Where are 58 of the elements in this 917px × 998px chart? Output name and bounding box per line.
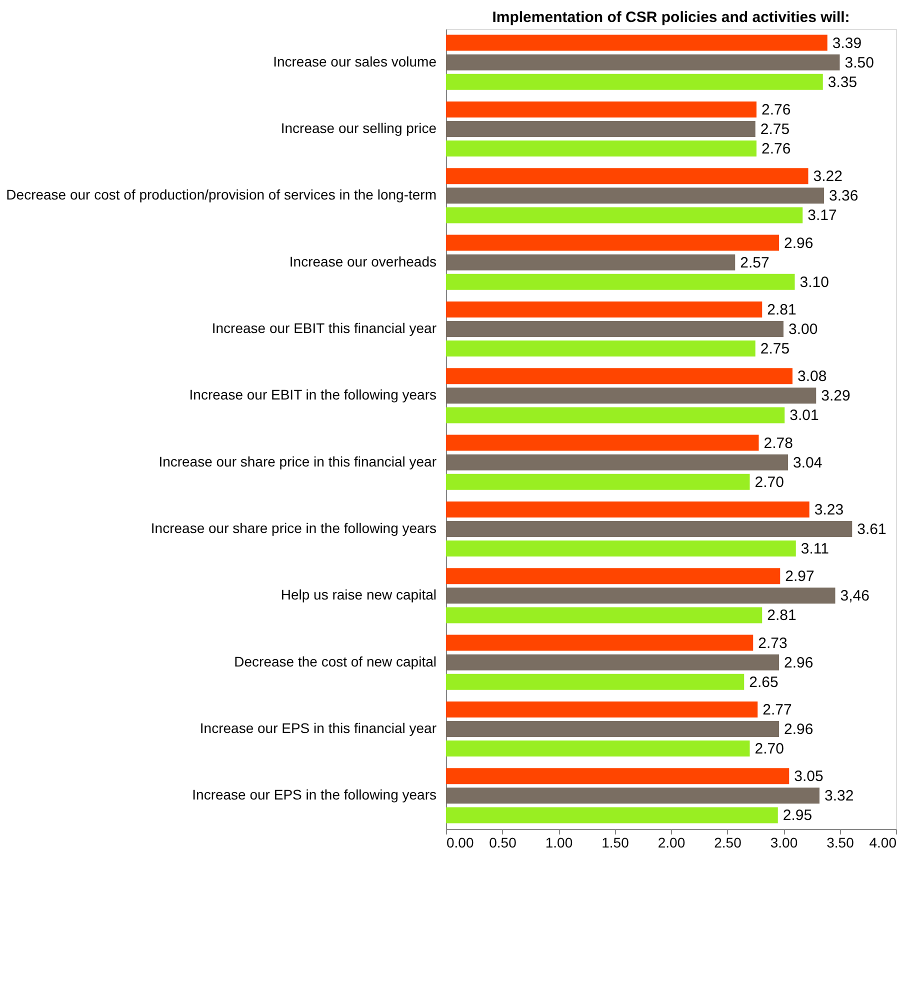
y-tick-label: Increase our sales volume: [273, 53, 437, 70]
y-tick-label: Help us raise new capital: [280, 586, 436, 603]
data-label: 3.17: [808, 207, 837, 224]
data-label: 3.23: [814, 501, 844, 518]
data-label: 3.29: [821, 388, 850, 405]
data-label: 3.05: [794, 768, 824, 786]
x-tick-label: 3.00: [770, 834, 798, 850]
x-tick-label: 0.50: [489, 834, 517, 850]
data-label: 3.00: [788, 321, 818, 338]
data-label: 2.75: [760, 121, 790, 138]
data-label: 3,46: [840, 588, 870, 605]
y-tick-label: Increase our EPS in the following years: [192, 786, 436, 803]
data-label: 2.95: [782, 807, 812, 824]
data-label: 2.57: [740, 254, 770, 272]
data-label: 3.50: [844, 54, 874, 72]
y-tick-label: Increase our EBIT in the following years: [189, 386, 436, 403]
data-label: 3.61: [857, 521, 886, 538]
y-tick-label: Decrease the cost of new capital: [234, 653, 436, 670]
y-tick-label: Increase our EPS in this financial year: [200, 720, 437, 736]
data-label: 2.78: [764, 434, 793, 452]
y-tick-label: Increase our overheads: [289, 253, 436, 270]
x-tick-label: 2.00: [658, 834, 686, 850]
data-label: 2.73: [758, 634, 788, 652]
data-label: 3.01: [790, 407, 819, 424]
data-label: 3.36: [829, 188, 858, 205]
data-label: 2.76: [762, 101, 791, 118]
y-tick-label: Increase our selling price: [280, 120, 437, 136]
y-tick-label: Decrease our cost of production/provision of services in the long-term: [6, 186, 436, 203]
data-label: 2.77: [762, 701, 792, 718]
data-label: 3.22: [813, 168, 842, 186]
x-tick-label: 1.00: [545, 834, 573, 850]
data-label: 3.39: [832, 34, 862, 52]
data-label: 3.32: [824, 788, 854, 805]
data-label: 2.81: [767, 607, 796, 624]
data-label: 2.70: [754, 740, 784, 758]
y-tick-label: Increase our share price in this financial year: [158, 453, 437, 470]
x-tick-label: 0.00: [446, 834, 474, 850]
data-label: 2.65: [749, 674, 778, 691]
data-label: 2.70: [754, 474, 784, 491]
y-tick-label: Increase our EBIT this financial year: [212, 320, 437, 336]
chart-title: Implementation of CSR policies and activities will:: [492, 9, 850, 26]
data-label: 2.75: [760, 340, 790, 358]
data-label: 3.10: [800, 274, 829, 291]
data-label: 3.08: [798, 368, 827, 386]
data-label: 2.96: [784, 654, 814, 672]
data-label: 2.76: [762, 140, 791, 158]
data-label: 2.97: [785, 568, 814, 586]
data-label: 2.96: [784, 234, 814, 252]
data-label: 2.96: [784, 721, 814, 738]
data-label: 3.35: [828, 74, 858, 91]
x-tick-label: 3.50: [826, 834, 854, 850]
data-label: 3.04: [793, 454, 822, 472]
data-label: 2.81: [767, 301, 796, 318]
x-tick-label: 2.50: [714, 834, 742, 850]
y-tick-label: Increase our share price in the following years: [150, 520, 436, 536]
x-tick-label: 4.00: [869, 834, 897, 850]
x-tick-label: 1.50: [602, 834, 630, 850]
data-label: 3.11: [800, 540, 829, 558]
